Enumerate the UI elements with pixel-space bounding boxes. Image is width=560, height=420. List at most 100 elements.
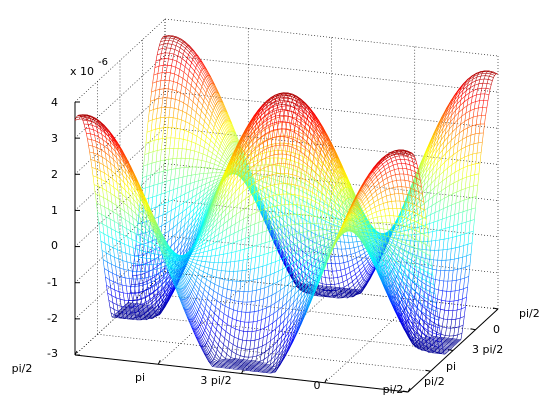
mesh-segment — [268, 170, 273, 173]
mesh-segment — [477, 133, 480, 143]
mesh-segment — [169, 180, 171, 192]
mesh-segment — [284, 143, 286, 152]
mesh-segment — [347, 259, 353, 262]
mesh-segment — [192, 49, 198, 56]
mesh-segment — [169, 36, 172, 39]
mesh-segment — [206, 136, 211, 141]
mesh-segment — [172, 35, 177, 38]
mesh-segment — [190, 79, 193, 86]
mesh-segment — [459, 190, 462, 202]
mesh-segment — [432, 187, 435, 197]
mesh-segment — [468, 153, 473, 156]
mesh-segment — [147, 162, 152, 165]
mesh-segment — [184, 48, 186, 52]
mesh-segment — [304, 245, 307, 255]
mesh-segment — [196, 64, 202, 72]
mesh-segment — [460, 223, 463, 236]
mesh-segment — [229, 121, 234, 132]
mesh-segment — [349, 247, 355, 249]
mesh-segment — [446, 174, 452, 179]
mesh-segment — [491, 80, 493, 85]
mesh-segment — [203, 141, 206, 148]
mesh-segment — [475, 115, 478, 125]
mesh-segment — [159, 88, 165, 90]
mesh-segment — [215, 175, 220, 177]
mesh-segment — [451, 161, 457, 165]
mesh-segment — [142, 243, 145, 255]
mesh-segment — [354, 252, 357, 258]
mesh-segment — [189, 115, 192, 124]
mesh-segment — [172, 217, 175, 228]
mesh-segment — [459, 199, 465, 202]
mesh-segment — [334, 256, 336, 264]
mesh-segment — [219, 162, 224, 166]
mesh-segment — [449, 216, 451, 228]
mesh-segment — [439, 229, 442, 240]
mesh-segment — [175, 61, 178, 68]
mesh-segment — [447, 158, 450, 168]
mesh-segment — [465, 110, 471, 114]
mesh-segment — [346, 276, 352, 281]
mesh-segment — [441, 208, 444, 220]
mesh-segment — [311, 205, 314, 216]
mesh-segment — [180, 119, 182, 130]
mesh-segment — [354, 288, 357, 291]
mesh-segment — [449, 225, 454, 228]
mesh-segment — [353, 285, 355, 289]
mesh-segment — [468, 197, 473, 199]
mesh-segment — [280, 173, 283, 183]
mesh-segment — [218, 149, 224, 155]
mesh-segment — [197, 180, 199, 188]
mesh-segment — [325, 277, 330, 279]
mesh-segment — [483, 123, 485, 134]
mesh-segment — [468, 145, 471, 156]
mesh-segment — [334, 283, 339, 285]
mesh-segment — [492, 77, 494, 81]
mesh-segment — [477, 115, 482, 117]
mesh-segment — [205, 141, 210, 146]
mesh-segment — [488, 89, 491, 95]
mesh-segment — [179, 195, 182, 206]
mesh-segment — [295, 196, 300, 200]
mesh-segment — [188, 98, 194, 103]
mesh-segment — [187, 140, 192, 143]
mesh-segment — [468, 220, 471, 233]
mesh-segment — [183, 193, 186, 203]
mesh-segment — [294, 130, 299, 133]
mesh-segment — [359, 270, 362, 274]
mesh-segment — [160, 38, 162, 42]
mesh-segment — [157, 66, 160, 74]
mesh-segment — [213, 83, 219, 93]
mesh-segment — [211, 153, 213, 158]
mesh-segment — [165, 36, 168, 39]
mesh-segment — [215, 137, 218, 141]
mesh-segment — [195, 84, 197, 91]
mesh-segment — [160, 107, 162, 118]
mesh-segment — [429, 135, 435, 145]
mesh-segment — [370, 267, 375, 275]
mesh-segment — [349, 284, 354, 289]
mesh-segment — [296, 170, 301, 173]
mesh-segment — [214, 140, 217, 145]
mesh-segment — [218, 93, 224, 104]
mesh-segment — [417, 248, 423, 250]
z-gridline-side — [74, 54, 166, 139]
mesh-segment — [165, 65, 168, 73]
mesh-segment — [200, 138, 206, 143]
mesh-segment — [410, 234, 413, 241]
mesh-segment — [286, 192, 289, 202]
mesh-segment — [275, 243, 281, 252]
mesh-segment — [486, 79, 489, 84]
mesh-segment — [448, 185, 450, 197]
mesh-segment — [170, 237, 173, 247]
mesh-segment — [146, 174, 151, 177]
mesh-segment — [153, 150, 158, 152]
mesh-segment — [329, 278, 331, 285]
mesh-segment — [167, 117, 170, 128]
mesh-segment — [441, 249, 444, 261]
mesh-segment — [473, 142, 479, 144]
mesh-segment — [166, 88, 169, 98]
mesh-segment — [398, 235, 400, 239]
mesh-segment — [161, 148, 166, 150]
mesh-segment — [435, 239, 440, 241]
